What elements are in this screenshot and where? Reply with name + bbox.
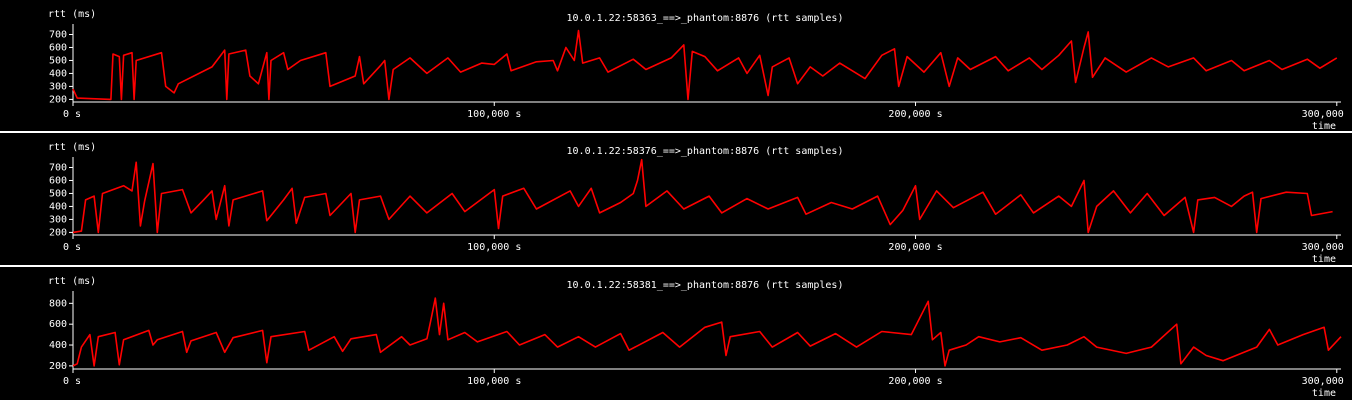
y-tick-label: 200	[49, 94, 67, 105]
x-tick-label: 0 s	[63, 109, 81, 120]
x-tick-label: 100,000 s	[467, 109, 521, 120]
x-tick-label: 300,000	[1302, 376, 1344, 387]
rtt-line	[72, 29, 1338, 101]
x-axis-label: time	[1312, 121, 1336, 132]
y-tick-label: 700	[49, 29, 67, 40]
x-tick-label: 200,000 s	[888, 376, 942, 387]
x-tick-label: 300,000	[1302, 242, 1344, 253]
x-tick-label: 100,000 s	[467, 242, 521, 253]
x-tick-label: 300,000	[1302, 109, 1344, 120]
y-tick-label: 300	[49, 214, 67, 225]
x-axis-label: time	[1312, 388, 1336, 399]
chart-panel: 10.0.1.22:58376_==>_phantom:8876 (rtt sa…	[48, 142, 1344, 265]
y-tick-label: 500	[49, 188, 67, 199]
chart-title: 10.0.1.22:58363_==>_phantom:8876 (rtt sa…	[567, 13, 844, 24]
y-tick-label: 600	[49, 319, 67, 330]
y-tick-label: 400	[49, 201, 67, 212]
rtt-line	[72, 158, 1333, 234]
x-axis-label: time	[1312, 254, 1336, 265]
panel-separator	[0, 265, 1352, 267]
chart-panel: 10.0.1.22:58381_==>_phantom:8876 (rtt sa…	[48, 276, 1344, 399]
y-tick-label: 400	[49, 340, 67, 351]
y-axis-label: rtt (ms)	[48, 142, 96, 153]
chart-panel: 10.0.1.22:58363_==>_phantom:8876 (rtt sa…	[48, 9, 1344, 132]
y-tick-label: 600	[49, 175, 67, 186]
y-tick-label: 400	[49, 68, 67, 79]
rtt-line	[72, 297, 1342, 367]
y-tick-label: 700	[49, 162, 67, 173]
x-tick-label: 100,000 s	[467, 376, 521, 387]
y-tick-label: 200	[49, 227, 67, 238]
x-tick-label: 200,000 s	[888, 242, 942, 253]
chart-title: 10.0.1.22:58376_==>_phantom:8876 (rtt sa…	[567, 146, 844, 157]
panel-separator	[0, 131, 1352, 133]
x-tick-label: 0 s	[63, 242, 81, 253]
x-tick-label: 0 s	[63, 376, 81, 387]
x-tick-label: 200,000 s	[888, 109, 942, 120]
y-tick-label: 300	[49, 81, 67, 92]
y-axis-label: rtt (ms)	[48, 276, 96, 287]
y-tick-label: 600	[49, 42, 67, 53]
y-tick-label: 200	[49, 361, 67, 372]
panel-separator	[0, 400, 1352, 405]
chart-title: 10.0.1.22:58381_==>_phantom:8876 (rtt sa…	[567, 280, 844, 291]
y-tick-label: 800	[49, 298, 67, 309]
y-tick-label: 500	[49, 55, 67, 66]
y-axis-label: rtt (ms)	[48, 9, 96, 20]
